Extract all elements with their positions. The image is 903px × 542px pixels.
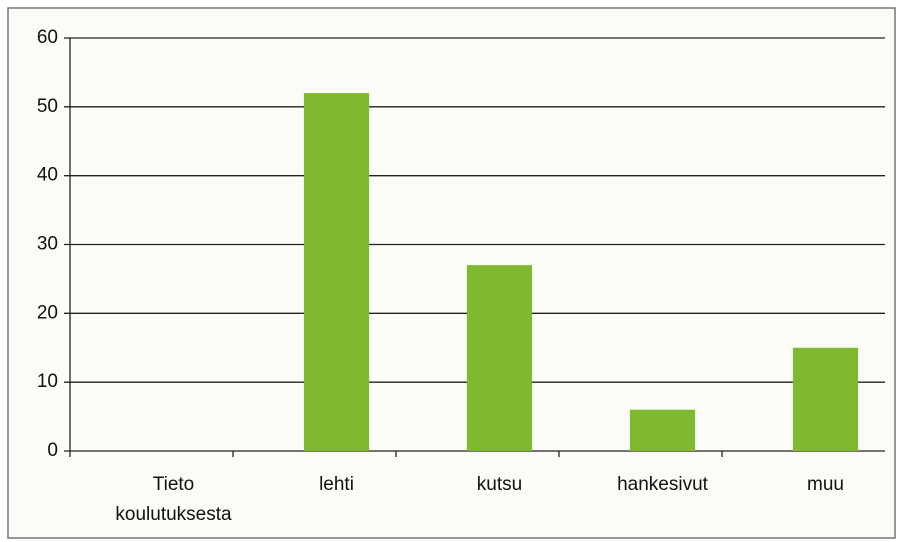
y-tick-label: 40 <box>37 165 58 186</box>
y-tick-label: 50 <box>37 96 58 117</box>
x-tick-label: kutsu <box>477 474 522 495</box>
bar <box>792 347 859 451</box>
x-tick-label: lehti <box>319 474 354 495</box>
y-tick-label: 10 <box>37 371 58 392</box>
y-tick-label: 0 <box>47 440 58 461</box>
bar <box>466 265 533 451</box>
y-tick-label: 30 <box>37 234 58 255</box>
x-tick-label: hankesivut <box>617 474 709 495</box>
x-tick-label: Tieto koulutuksesta <box>115 474 232 525</box>
y-tick-label: 20 <box>37 302 58 323</box>
bar <box>303 93 370 452</box>
y-tick-label: 60 <box>37 27 58 48</box>
chart-frame <box>7 7 896 539</box>
bar <box>629 409 696 451</box>
x-tick-label: muu <box>807 474 844 495</box>
